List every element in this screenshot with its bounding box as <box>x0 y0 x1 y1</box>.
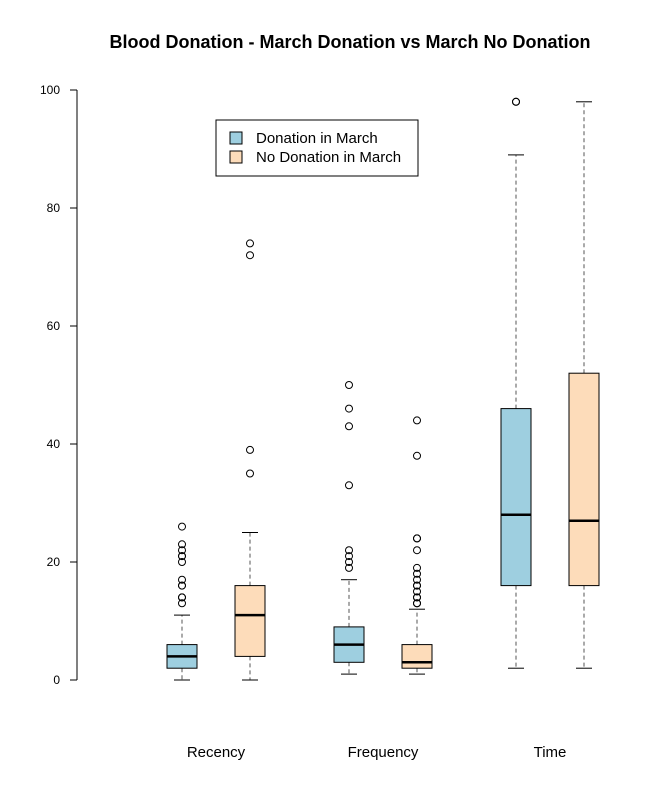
legend-label-no-donation: No Donation in March <box>256 149 401 166</box>
box-no-donation-recency <box>234 585 266 657</box>
outlier-no-donation-recency-3 <box>246 239 254 248</box>
legend-swatch-no-donation <box>229 150 243 164</box>
outlier-no-donation-frequency-12 <box>413 534 421 543</box>
x-category-label-recency: Recency <box>187 744 246 761</box>
outlier-donation-recency-11 <box>178 522 186 531</box>
outlier-no-donation-recency-0 <box>246 469 254 478</box>
outlier-no-donation-recency-2 <box>246 251 254 260</box>
outlier-no-donation-frequency-6 <box>413 581 421 590</box>
outlier-donation-recency-4 <box>178 581 186 590</box>
box-no-donation-frequency <box>401 644 433 669</box>
outlier-donation-frequency-7 <box>345 381 353 389</box>
legend-swatch-donation <box>229 131 243 145</box>
x-category-label-frequency: Frequency <box>348 744 419 761</box>
outlier-donation-frequency-2 <box>345 552 353 561</box>
y-tick-label-80: 80 <box>47 201 61 215</box>
y-tick-label-100: 100 <box>40 83 60 97</box>
outlier-no-donation-frequency-4 <box>413 587 421 596</box>
outlier-no-donation-recency-1 <box>246 445 254 454</box>
outlier-no-donation-frequency-7 <box>413 575 421 584</box>
outlier-no-donation-frequency-1 <box>413 599 421 608</box>
outlier-donation-frequency-3 <box>345 546 353 555</box>
y-tick-label-20: 20 <box>47 555 61 569</box>
outlier-donation-frequency-6 <box>345 404 353 413</box>
outlier-donation-recency-5 <box>178 575 186 584</box>
chart-title: Blood Donation - March Donation vs March… <box>110 32 591 52</box>
outlier-donation-recency-8 <box>178 552 186 561</box>
outlier-no-donation-frequency-3 <box>413 593 421 602</box>
legend-box <box>215 119 419 177</box>
outlier-no-donation-frequency-13 <box>413 451 421 460</box>
outlier-donation-recency-9 <box>178 546 186 555</box>
outlier-donation-frequency-1 <box>345 558 353 566</box>
box-no-donation-time <box>568 372 600 587</box>
outlier-donation-frequency-0 <box>345 563 353 572</box>
outlier-no-donation-frequency-8 <box>413 569 421 578</box>
x-category-label-time: Time <box>534 744 567 761</box>
y-tick-label-0: 0 <box>53 673 60 687</box>
outlier-donation-time-1 <box>512 97 520 106</box>
outlier-donation-recency-0 <box>178 599 186 608</box>
outlier-no-donation-frequency-14 <box>413 416 421 425</box>
outlier-donation-frequency-5 <box>345 422 353 431</box>
outlier-donation-recency-10 <box>178 540 186 549</box>
outlier-donation-recency-6 <box>178 558 186 566</box>
outlier-no-donation-frequency-10 <box>413 546 421 555</box>
y-tick-label-60: 60 <box>47 319 61 333</box>
outlier-donation-frequency-4 <box>345 481 353 490</box>
legend-label-donation: Donation in March <box>256 130 378 147</box>
outlier-donation-recency-2 <box>178 593 186 602</box>
box-donation-time <box>500 408 532 587</box>
outlier-no-donation-frequency-9 <box>413 563 421 572</box>
y-tick-label-40: 40 <box>47 437 61 451</box>
